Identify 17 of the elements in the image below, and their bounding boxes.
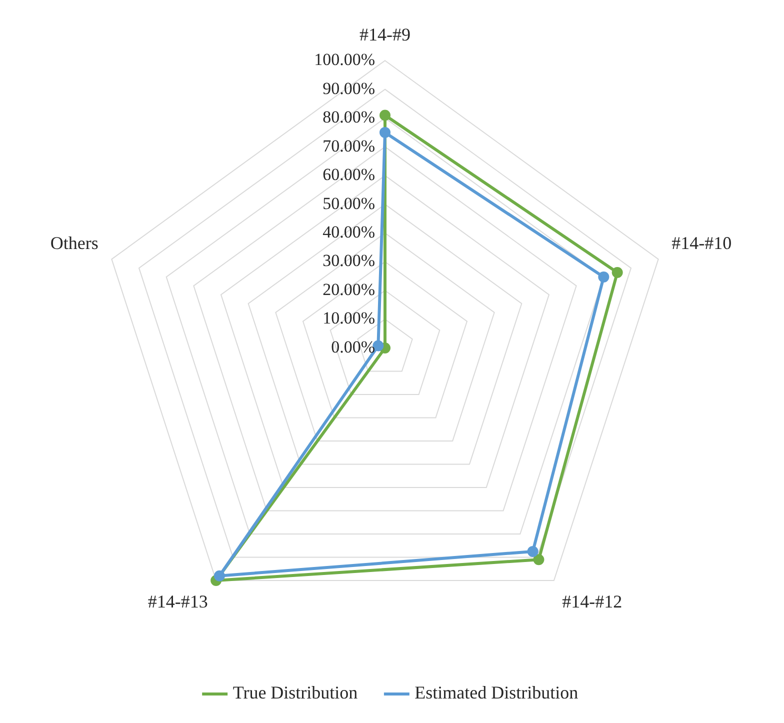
y-tick-label: 10.00% (322, 308, 375, 328)
spoke-label: #14-#12 (562, 591, 622, 612)
y-tick-label: 90.00% (322, 78, 375, 98)
y-tick-label: 40.00% (322, 222, 375, 242)
y-tick-label: 100.00% (314, 50, 375, 70)
y-tick-label: 30.00% (322, 251, 375, 270)
spoke-label: #14-#9 (360, 24, 410, 45)
legend-label: True Distribution (232, 682, 358, 703)
y-tick-label: 50.00% (322, 194, 375, 213)
legend-label: Estimated Distribution (414, 682, 578, 703)
spoke-label: #14-#13 (148, 591, 208, 612)
y-tick-label: 20.00% (322, 280, 375, 299)
spoke-label: #14-#10 (672, 232, 732, 253)
spoke-label: Others (50, 232, 98, 253)
y-tick-label: 60.00% (322, 165, 375, 184)
y-tick-label: 80.00% (322, 108, 375, 127)
y-tick-label: 70.00% (322, 136, 375, 156)
